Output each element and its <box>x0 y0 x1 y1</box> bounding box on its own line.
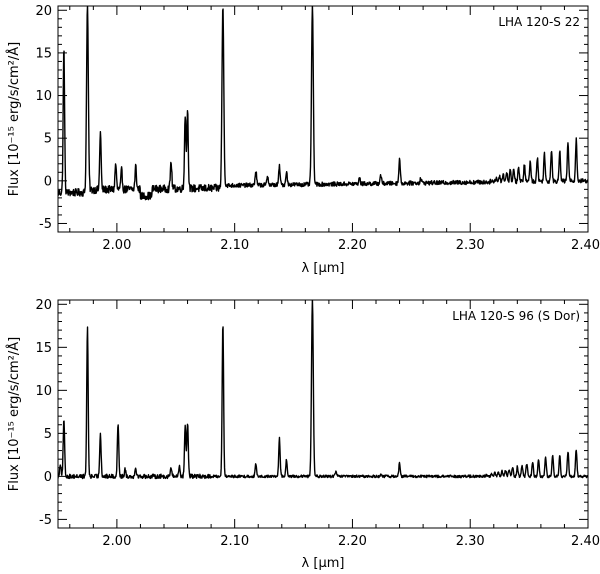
y-tick-label: 0 <box>44 470 52 485</box>
y-tick-label: 10 <box>35 384 52 399</box>
y-tick-label: 5 <box>44 132 52 147</box>
x-tick-label: 2.30 <box>456 534 485 549</box>
x-tick-label: 2.10 <box>220 238 249 253</box>
x-tick-label: 2.10 <box>220 534 249 549</box>
x-tick-label: 2.20 <box>338 534 367 549</box>
x-tick-label: 2.00 <box>102 534 131 549</box>
spectrum-panel-top: 2.00 2.10 2.20 2.30 2.40 -5 0 5 10 15 20 LHA 120-S … <box>6 4 600 276</box>
x-tick-label: 2.40 <box>571 534 600 549</box>
y-axis-label: Flux [10⁻¹⁵ erg/s/cm²/Å] <box>6 42 22 196</box>
y-tick-label: 15 <box>35 341 52 356</box>
x-axis-label: λ [μm] <box>302 261 345 276</box>
y-tick-label: 20 <box>35 4 52 19</box>
y-tick-label: 15 <box>35 46 52 61</box>
x-tick-label: 2.30 <box>456 238 485 253</box>
y-tick-label: 20 <box>35 298 52 313</box>
x-tick-label: 2.20 <box>338 238 367 253</box>
x-tick-label: 2.00 <box>102 238 131 253</box>
spectrum-line <box>58 6 588 201</box>
x-axis-label: λ [μm] <box>302 556 345 571</box>
plot-frame <box>57 299 589 529</box>
y-axis-label: Flux [10⁻¹⁵ erg/s/cm²/Å] <box>6 337 22 491</box>
y-tick-label: 5 <box>44 427 52 442</box>
spectrum-panel-bottom: 2.00 2.10 2.20 2.30 2.40 -5 0 5 10 15 20 LHA 120-S … <box>6 298 600 571</box>
y-tick-label: 10 <box>35 89 52 104</box>
spectrum-line <box>58 300 588 480</box>
x-tick-label: 2.40 <box>571 238 600 253</box>
y-tick-label: -5 <box>39 217 52 232</box>
plot-frame <box>57 5 589 233</box>
y-tick-label: -5 <box>39 513 52 528</box>
y-tick-label: 0 <box>44 174 52 189</box>
panel-label: LHA 120-S 96 (S Dor) <box>452 309 580 323</box>
panel-label: LHA 120-S 22 <box>498 15 580 29</box>
